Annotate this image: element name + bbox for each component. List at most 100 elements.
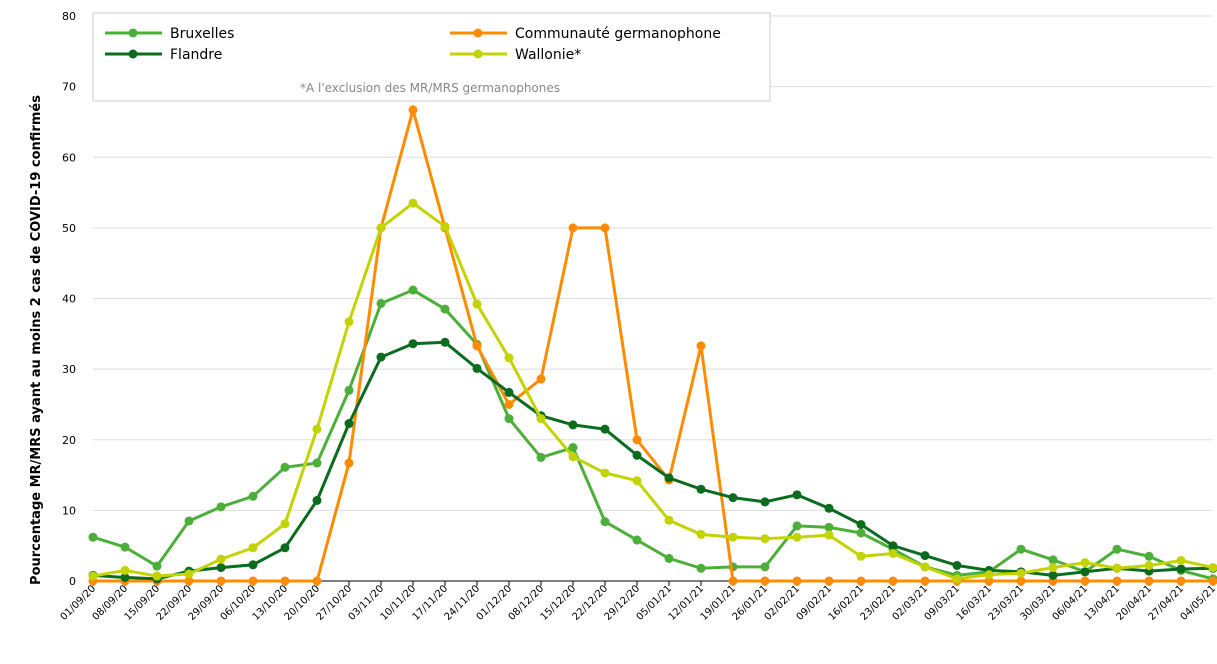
point [537, 453, 546, 462]
point [473, 300, 482, 309]
point [313, 577, 322, 586]
point [281, 577, 290, 586]
legend-marker [474, 29, 483, 38]
point [473, 341, 482, 350]
point [313, 496, 322, 505]
point [89, 572, 98, 581]
point [697, 564, 706, 573]
y-tick-label: 80 [62, 10, 76, 23]
point [729, 577, 738, 586]
point [921, 562, 930, 571]
point [1049, 563, 1058, 572]
point [409, 339, 418, 348]
point [409, 105, 418, 114]
series-line [93, 290, 1213, 579]
point [601, 468, 610, 477]
point [441, 305, 450, 314]
point [313, 425, 322, 434]
legend-label: Communauté germanophone [515, 26, 721, 42]
point [377, 299, 386, 308]
point [1017, 545, 1026, 554]
point [953, 561, 962, 570]
y-tick-label: 40 [62, 293, 76, 306]
point [1113, 577, 1122, 586]
point [345, 459, 354, 468]
y-tick-label: 30 [62, 363, 76, 376]
point [441, 338, 450, 347]
y-tick-label: 60 [62, 151, 76, 164]
point [121, 566, 130, 575]
point [697, 530, 706, 539]
series-line [93, 203, 1213, 579]
point [281, 543, 290, 552]
point [473, 364, 482, 373]
point [185, 569, 194, 578]
point [409, 199, 418, 208]
point [1177, 577, 1186, 586]
point [121, 543, 130, 552]
point [761, 577, 770, 586]
point [1081, 558, 1090, 567]
point [1017, 577, 1026, 586]
point [377, 353, 386, 362]
point [217, 555, 226, 564]
point [665, 554, 674, 563]
point [1081, 577, 1090, 586]
point [569, 452, 578, 461]
point [633, 476, 642, 485]
point [761, 497, 770, 506]
point [1145, 577, 1154, 586]
legend-label: Bruxelles [170, 26, 234, 42]
point [921, 577, 930, 586]
point [217, 577, 226, 586]
y-tick-label: 70 [62, 81, 76, 94]
point [345, 317, 354, 326]
point [697, 485, 706, 494]
point [985, 570, 994, 579]
point [825, 531, 834, 540]
point [505, 353, 514, 362]
point [889, 577, 898, 586]
point [441, 222, 450, 231]
y-tick-label: 0 [69, 575, 76, 588]
legend-marker [129, 29, 138, 38]
point [729, 493, 738, 502]
point [1113, 545, 1122, 554]
point [633, 435, 642, 444]
point [857, 552, 866, 561]
point [633, 536, 642, 545]
point [217, 502, 226, 511]
point [793, 521, 802, 530]
point [1177, 564, 1186, 573]
point [281, 463, 290, 472]
legend-label: Wallonie* [515, 47, 581, 63]
point [313, 459, 322, 468]
point [281, 519, 290, 528]
point [729, 533, 738, 542]
point [953, 574, 962, 583]
point [377, 223, 386, 232]
point [505, 400, 514, 409]
point [89, 533, 98, 542]
point [601, 517, 610, 526]
point [153, 562, 162, 571]
point [569, 223, 578, 232]
legend-marker [474, 50, 483, 59]
point [1177, 556, 1186, 565]
point [1145, 561, 1154, 570]
point [825, 504, 834, 513]
point [857, 577, 866, 586]
point [857, 528, 866, 537]
point [633, 451, 642, 460]
point [825, 577, 834, 586]
point [217, 563, 226, 572]
y-axis-label: Pourcentage MR/MRS ayant au moins 2 cas … [29, 95, 44, 585]
point [345, 419, 354, 428]
legend-marker [129, 50, 138, 59]
point [569, 420, 578, 429]
point [153, 572, 162, 581]
point [249, 492, 258, 501]
point [1081, 567, 1090, 576]
point [761, 562, 770, 571]
point [601, 223, 610, 232]
